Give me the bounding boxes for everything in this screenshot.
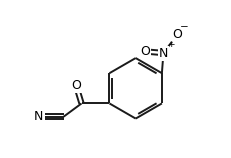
Text: O: O: [140, 45, 150, 58]
Text: +: +: [167, 40, 174, 49]
Text: N: N: [159, 46, 168, 60]
Text: O: O: [173, 28, 182, 41]
Text: N: N: [34, 110, 43, 123]
Text: −: −: [180, 22, 189, 32]
Text: O: O: [71, 79, 81, 92]
